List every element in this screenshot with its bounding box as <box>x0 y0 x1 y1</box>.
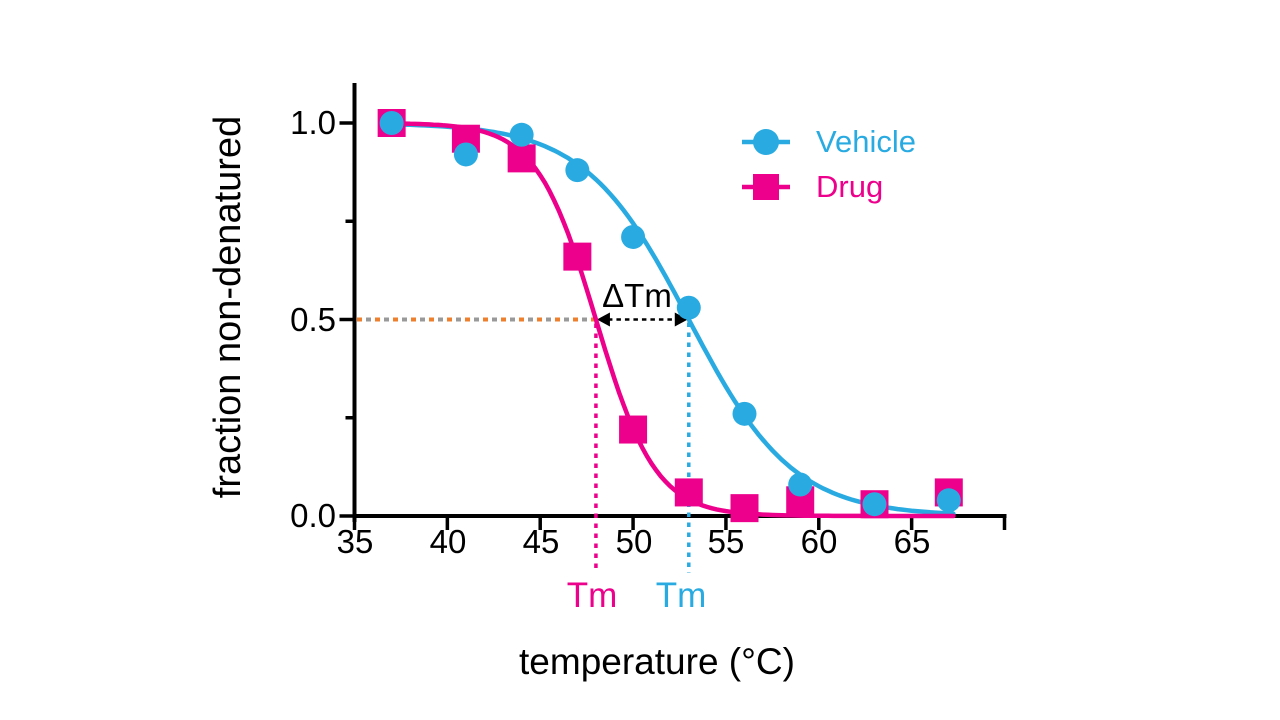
legend-label-vehicle: Vehicle <box>816 124 916 159</box>
legend-vehicle-circle-icon <box>753 129 779 155</box>
x-tick-label-40: 40 <box>429 523 467 560</box>
drug-data-point <box>563 242 592 271</box>
x-tick-label-65: 65 <box>893 523 931 560</box>
legend-label-drug: Drug <box>816 169 884 204</box>
vehicle-data-point <box>936 488 961 513</box>
vehicle-data-point <box>788 472 813 497</box>
vehicle-data-point <box>509 122 534 147</box>
vehicle-data-point <box>732 401 757 426</box>
drug-data-point <box>674 478 703 507</box>
y-tick-label-1-0: 1.0 <box>290 104 336 141</box>
tm-drug-label: Tm <box>566 576 618 615</box>
vehicle-data-point <box>453 142 478 167</box>
x-tick-label-50: 50 <box>615 523 653 560</box>
x-tick-label-60: 60 <box>800 523 838 560</box>
drug-data-point <box>730 494 759 523</box>
x-axis-title: temperature (°C) <box>519 641 795 682</box>
drug-fit-curve <box>389 121 956 519</box>
vehicle-data-point <box>862 492 887 517</box>
vehicle-data-point <box>565 158 590 183</box>
y-tick-label-0-5: 0.5 <box>290 301 336 338</box>
drug-data-point <box>507 144 536 173</box>
vehicle-data-point <box>621 224 646 249</box>
delta-tm-arrowhead-right <box>674 312 688 327</box>
vehicle-data-point <box>676 295 701 320</box>
drug-data-point <box>619 415 648 444</box>
legend-drug-square-icon <box>753 174 779 200</box>
delta-tm-annotation: ΔTm <box>602 277 672 314</box>
x-tick-label-55: 55 <box>707 523 745 560</box>
delta-tm-arrowhead-left <box>596 312 610 327</box>
vehicle-data-point <box>379 111 404 135</box>
tm-vehicle-label: Tm <box>655 576 707 615</box>
x-tick-label-45: 45 <box>522 523 560 560</box>
x-tick-label-35: 35 <box>336 523 374 560</box>
y-tick-label-0-0: 0.0 <box>290 497 336 534</box>
